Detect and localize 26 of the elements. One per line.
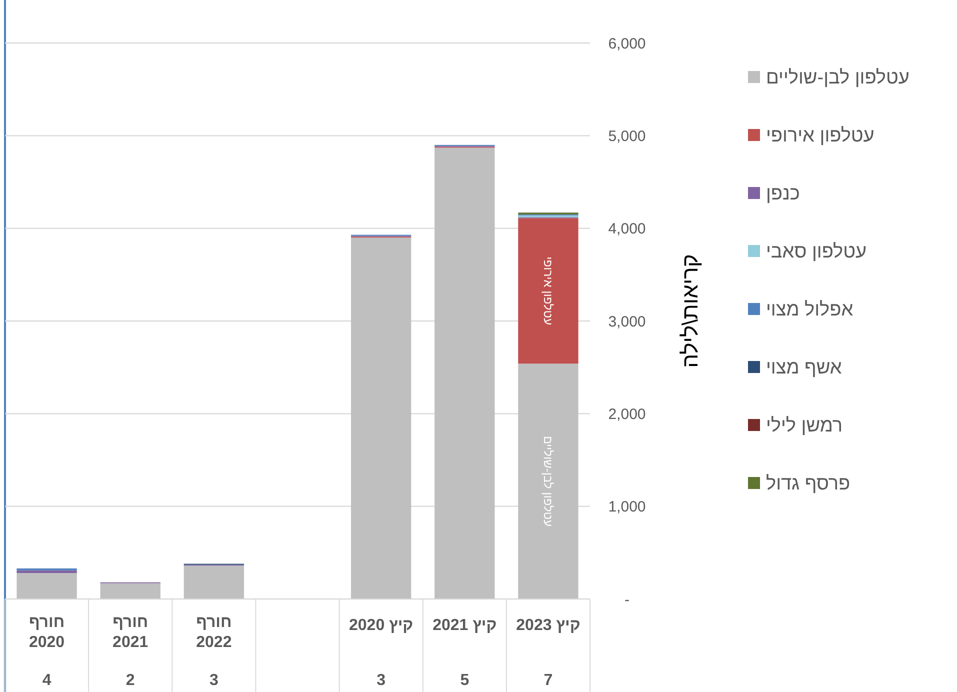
data-label: עטלפון לבן-שוליים — [541, 436, 556, 527]
legend-label: עטלפון לבן-שוליים — [766, 68, 910, 89]
legend-label: אשף מצוי — [766, 358, 842, 379]
bar — [100, 583, 160, 599]
y-tick-label: - — [624, 591, 630, 608]
legend-label: אפלול מצוי — [766, 300, 854, 321]
legend-label: עטלפון סאבי — [766, 242, 867, 263]
legend-label: עטלפון אירופי — [766, 126, 874, 147]
legend-label: כנפן — [766, 184, 800, 205]
legend-label: פרסף גדול — [766, 474, 850, 495]
y-tick-label: 3,000 — [608, 313, 646, 330]
bar — [518, 218, 578, 364]
legend-label: רמשן לילי — [766, 416, 843, 437]
data-label: עטלפון אירופי — [541, 256, 556, 326]
bar — [16, 570, 77, 574]
y-tick-label: 6,000 — [608, 35, 646, 52]
y-tick-label: 5,000 — [608, 128, 646, 145]
y-tick-label: 4,000 — [608, 220, 646, 238]
y-axis-title: קריאות\לילה — [678, 254, 703, 368]
bar — [184, 566, 244, 599]
y-tick-label: 2,000 — [608, 406, 646, 423]
bar — [350, 238, 412, 599]
bar — [434, 148, 495, 599]
bar — [518, 364, 578, 599]
bar — [16, 573, 77, 599]
y-tick-label: 1,000 — [608, 498, 646, 516]
